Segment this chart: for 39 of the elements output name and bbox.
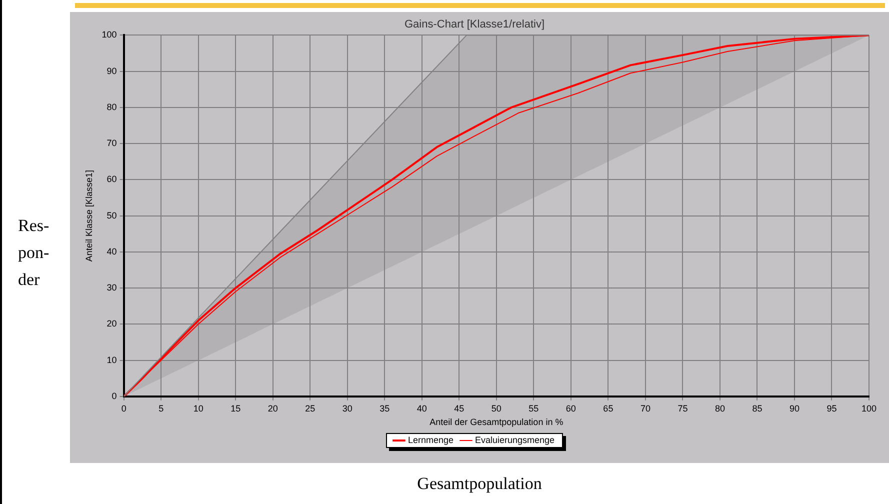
x-tick-label: 80 xyxy=(714,403,725,414)
y-axis-title: Anteil Klasse [Klasse1] xyxy=(84,170,94,262)
y-tick-label: 60 xyxy=(106,174,117,184)
y-tick-label: 0 xyxy=(112,390,117,401)
y-tick-label: 80 xyxy=(106,102,117,112)
x-tick-label: 45 xyxy=(454,403,464,414)
legend-label: Lernmenge xyxy=(408,434,454,445)
y-tick-label: 40 xyxy=(106,246,117,256)
y-tick-label: 50 xyxy=(106,210,117,220)
x-tick-label: 15 xyxy=(230,403,241,414)
x-axis-title: Anteil der Gesamtpopulation in % xyxy=(430,417,564,428)
x-tick-label: 50 xyxy=(491,403,502,414)
x-tick-label: 20 xyxy=(268,403,278,414)
x-tick-label: 0 xyxy=(121,403,126,414)
text: Gesamtpopulation xyxy=(416,474,543,494)
x-tick-label: 100 xyxy=(861,403,877,414)
y-tick-label: 10 xyxy=(106,354,117,365)
chart-title: Gains-Chart [Klasse1/relativ] xyxy=(404,18,544,31)
y-tick-label: 30 xyxy=(106,282,117,293)
x-tick-label: 65 xyxy=(603,403,614,414)
y-tick-label: 20 xyxy=(106,318,117,329)
y-tick-label: 70 xyxy=(106,138,117,148)
text: Res-pon-der xyxy=(18,215,50,291)
x-tick-label: 35 xyxy=(380,403,390,414)
y-tick-label: 100 xyxy=(102,30,117,40)
x-tick-label: 30 xyxy=(342,403,352,414)
legend-label: Evaluierungsmenge xyxy=(474,434,555,445)
x-tick-label: 90 xyxy=(789,403,800,414)
x-tick-label: 75 xyxy=(678,403,688,414)
x-tick-label: 5 xyxy=(158,403,164,414)
x-tick-label: 25 xyxy=(305,403,316,414)
x-tick-label: 95 xyxy=(826,403,837,414)
x-tick-label: 10 xyxy=(193,403,204,414)
x-tick-label: 85 xyxy=(752,403,762,414)
y-tick-label: 90 xyxy=(106,66,117,76)
x-tick-label: 70 xyxy=(640,403,650,414)
x-tick-label: 60 xyxy=(566,403,576,414)
x-tick-label: 40 xyxy=(416,403,427,414)
x-tick-label: 55 xyxy=(528,403,539,414)
